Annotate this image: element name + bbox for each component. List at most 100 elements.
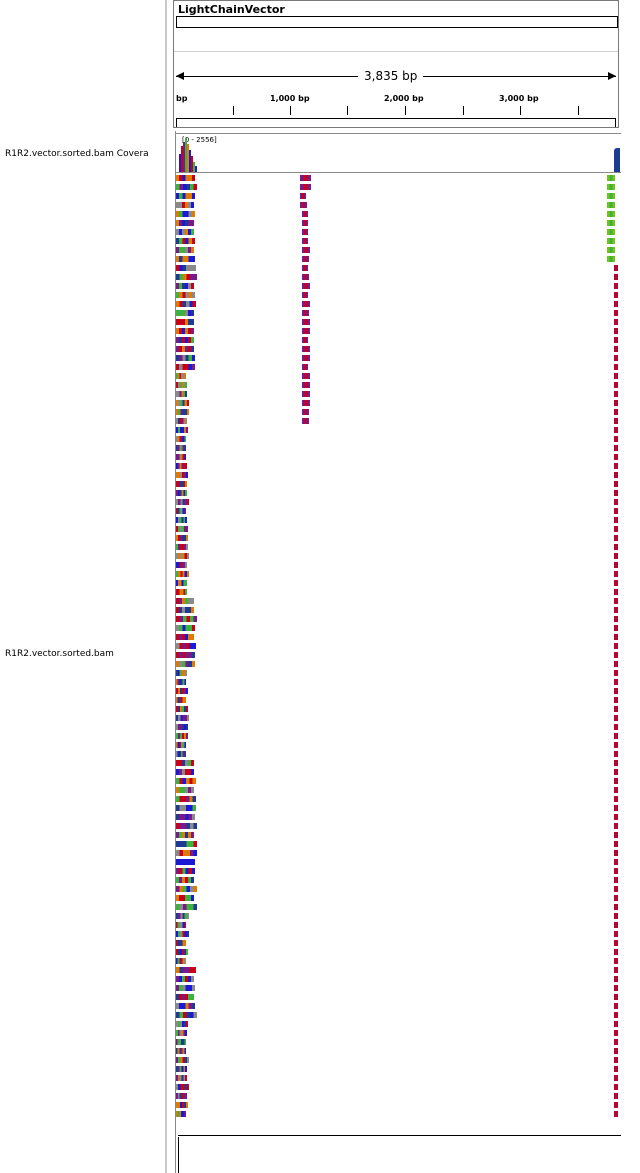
read-left[interactable]	[176, 787, 194, 793]
read-left[interactable]	[176, 661, 195, 667]
read-left[interactable]	[176, 958, 186, 964]
read-right[interactable]	[614, 571, 618, 577]
read-right[interactable]	[614, 697, 618, 703]
read-left[interactable]	[176, 202, 194, 208]
read-right[interactable]	[614, 1084, 618, 1090]
read-left[interactable]	[176, 292, 195, 298]
read-middle[interactable]	[302, 310, 309, 316]
read-right[interactable]	[614, 958, 618, 964]
read-right[interactable]	[614, 463, 618, 469]
read-left[interactable]	[176, 859, 195, 865]
read-left[interactable]	[176, 697, 186, 703]
read-right[interactable]	[614, 805, 618, 811]
read-right[interactable]	[614, 751, 618, 757]
read-middle[interactable]	[302, 283, 310, 289]
read-right[interactable]	[614, 580, 618, 586]
read-left[interactable]	[176, 418, 187, 424]
read-right[interactable]	[614, 589, 618, 595]
read-right[interactable]	[614, 976, 618, 982]
read-middle[interactable]	[302, 247, 310, 253]
read-right[interactable]	[607, 184, 615, 190]
read-right[interactable]	[614, 742, 618, 748]
read-right[interactable]	[614, 1075, 618, 1081]
read-right[interactable]	[614, 931, 618, 937]
read-right[interactable]	[614, 1030, 618, 1036]
alignment-reads[interactable]	[176, 175, 621, 1135]
read-right[interactable]	[614, 904, 618, 910]
read-right[interactable]	[614, 895, 618, 901]
read-left[interactable]	[176, 553, 189, 559]
panel-divider[interactable]	[165, 0, 167, 1173]
read-right[interactable]	[614, 724, 618, 730]
read-left[interactable]	[176, 832, 194, 838]
read-right[interactable]	[614, 310, 618, 316]
read-left[interactable]	[176, 670, 187, 676]
read-right[interactable]	[614, 274, 618, 280]
read-middle[interactable]	[302, 238, 308, 244]
read-right[interactable]	[614, 616, 618, 622]
read-left[interactable]	[176, 922, 186, 928]
read-middle[interactable]	[302, 382, 310, 388]
read-left[interactable]	[176, 409, 189, 415]
read-right[interactable]	[614, 409, 618, 415]
read-right[interactable]	[614, 1093, 618, 1099]
read-middle[interactable]	[302, 355, 310, 361]
read-left[interactable]	[176, 715, 189, 721]
read-right[interactable]	[614, 787, 618, 793]
read-left[interactable]	[176, 976, 194, 982]
read-left[interactable]	[176, 1111, 186, 1117]
read-left[interactable]	[176, 427, 188, 433]
read-left[interactable]	[176, 895, 194, 901]
read-left[interactable]	[176, 382, 187, 388]
read-right[interactable]	[614, 373, 618, 379]
read-right[interactable]	[614, 922, 618, 928]
read-left[interactable]	[176, 823, 197, 829]
read-right[interactable]	[614, 364, 618, 370]
read-right[interactable]	[614, 1066, 618, 1072]
read-right[interactable]	[614, 391, 618, 397]
read-left[interactable]	[176, 643, 196, 649]
read-left[interactable]	[176, 688, 188, 694]
read-left[interactable]	[176, 445, 186, 451]
read-left[interactable]	[176, 796, 196, 802]
read-middle[interactable]	[302, 373, 310, 379]
read-left[interactable]	[176, 481, 187, 487]
read-right[interactable]	[614, 823, 618, 829]
read-left[interactable]	[176, 904, 197, 910]
read-left[interactable]	[176, 562, 187, 568]
read-middle[interactable]	[302, 229, 308, 235]
read-right[interactable]	[614, 499, 618, 505]
read-right[interactable]	[614, 985, 618, 991]
read-right[interactable]	[614, 436, 618, 442]
read-left[interactable]	[176, 1021, 188, 1027]
read-middle[interactable]	[302, 328, 310, 334]
read-middle[interactable]	[302, 211, 308, 217]
read-right[interactable]	[614, 670, 618, 676]
read-right[interactable]	[607, 193, 615, 199]
read-left[interactable]	[176, 193, 195, 199]
read-middle[interactable]	[302, 301, 310, 307]
read-left[interactable]	[176, 229, 194, 235]
read-middle[interactable]	[300, 193, 306, 199]
read-right[interactable]	[607, 220, 615, 226]
read-right[interactable]	[607, 211, 615, 217]
read-left[interactable]	[176, 1057, 189, 1063]
read-right[interactable]	[614, 1111, 618, 1117]
read-right[interactable]	[614, 1039, 618, 1045]
read-right[interactable]	[614, 1003, 618, 1009]
read-right[interactable]	[614, 355, 618, 361]
read-left[interactable]	[176, 742, 186, 748]
read-right[interactable]	[614, 994, 618, 1000]
read-left[interactable]	[176, 274, 197, 280]
read-right[interactable]	[614, 706, 618, 712]
read-right[interactable]	[614, 1012, 618, 1018]
read-right[interactable]	[614, 715, 618, 721]
read-right[interactable]	[614, 337, 618, 343]
read-right[interactable]	[607, 247, 615, 253]
read-left[interactable]	[176, 967, 196, 973]
read-right[interactable]	[614, 1057, 618, 1063]
read-left[interactable]	[176, 391, 187, 397]
read-middle[interactable]	[302, 337, 308, 343]
read-left[interactable]	[176, 472, 188, 478]
read-left[interactable]	[176, 949, 188, 955]
